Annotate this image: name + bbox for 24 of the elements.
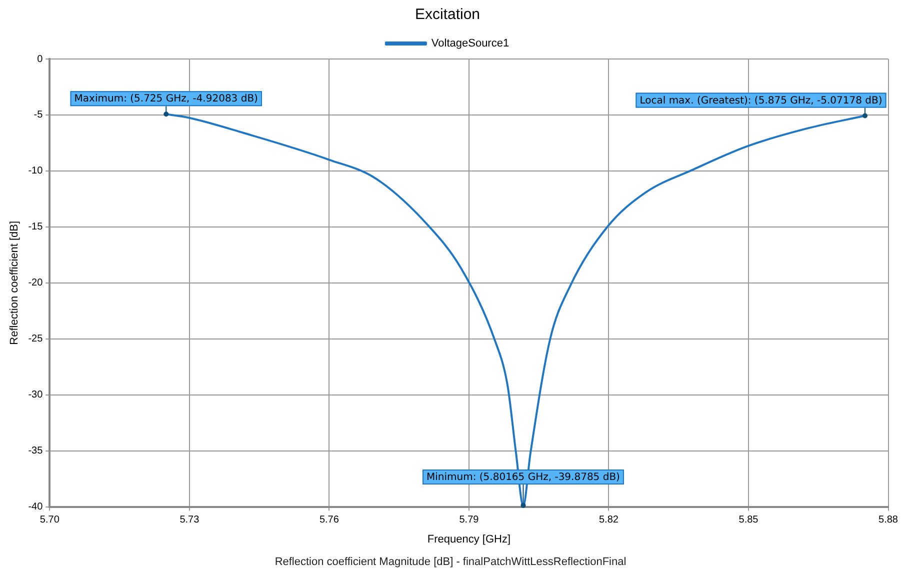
annotation: Maximum: (5.725 GHz, -4.92083 dB) [74,94,258,105]
y-tick-label: -15 [28,222,44,233]
y-tick-label: -20 [28,278,44,289]
x-tick-label: 5.73 [180,514,200,526]
chart-title: Excitation [414,6,480,24]
y-tick-label: -5 [34,110,44,121]
x-tick-label: 5.70 [40,514,60,526]
y-tick-label: -30 [28,390,44,401]
y-tick-label: -35 [28,446,44,457]
x-axis-title: Frequency [GHz] [427,533,511,546]
y-tick-label: -40 [28,502,44,513]
text: Reflection coefficient Magnitude [dB] - finalPatchWittLessReflectionFinal [274,556,628,568]
y-axis-title: Reflection coefficient [dB] [8,220,21,345]
x-tick-label: 5.76 [319,514,340,526]
x-tick-label: 5.79 [459,514,480,526]
y-tick-label: -10 [28,166,44,177]
legend-label: VoltageSource1 [431,38,510,50]
annotation: Local max. (Greatest): (5.875 GHz, -5.07178 dB) [640,95,882,106]
y-tick-label: 0 [37,54,44,65]
x-tick-label: 5.88 [878,514,898,526]
annotation: Minimum: (5.80165 GHz, -39.8785 dB) [426,472,620,484]
y-tick-label: -25 [28,334,44,345]
x-tick-label: 5.85 [738,514,759,526]
x-tick-label: 5.82 [598,514,619,526]
